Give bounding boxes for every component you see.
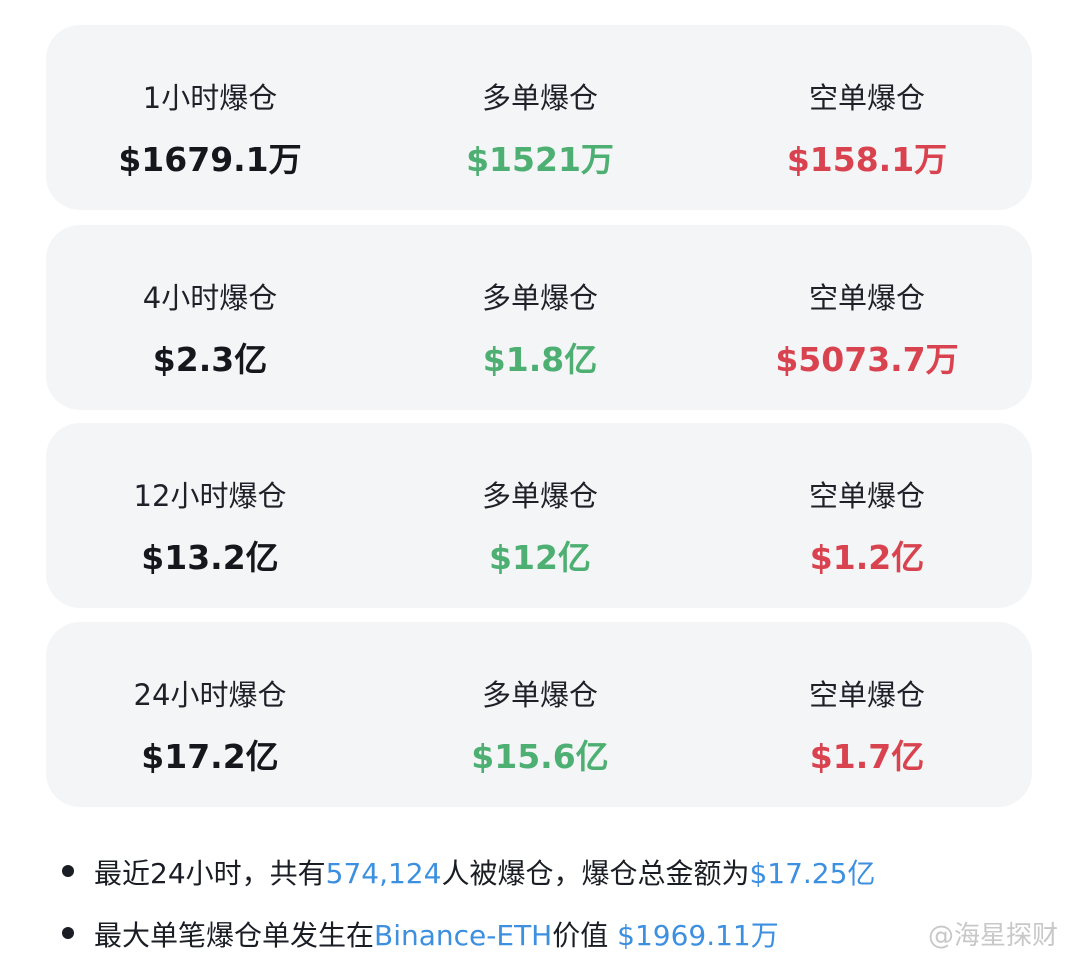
short-liquidation-value: $158.1万: [786, 140, 948, 179]
note-total-liquidations: 最近24小时，共有574,124人被爆仓，爆仓总金额为$17.25亿: [62, 852, 875, 892]
long-liquidation-value: $1.8亿: [482, 340, 598, 379]
period-total-value: $17.2亿: [141, 737, 279, 776]
note-text: 价值: [552, 919, 618, 952]
note-text: 最大单笔爆仓单发生在: [94, 919, 375, 952]
period-total-value: $2.3亿: [152, 340, 268, 379]
liquidation-card: 1小时爆仓 $1679.1万 多单爆仓 $1521万 空单爆仓 $158.1万: [46, 25, 1032, 210]
liquidated-count: 574,124: [325, 857, 442, 890]
period-total-label: 12小时爆仓: [133, 479, 287, 513]
short-liquidation-value: $1.7亿: [809, 737, 925, 776]
note-largest-order: 最大单笔爆仓单发生在Binance-ETH价值 $1969.11万: [62, 914, 779, 954]
long-liquidation-value: $12亿: [489, 538, 591, 577]
period-total-value: $13.2亿: [141, 538, 279, 577]
liquidation-card: 24小时爆仓 $17.2亿 多单爆仓 $15.6亿 空单爆仓 $1.7亿: [46, 622, 1032, 807]
period-total-label: 4小时爆仓: [142, 281, 278, 315]
long-liquidation-label: 多单爆仓: [481, 81, 598, 115]
period-total-value: $1679.1万: [118, 140, 302, 179]
liquidation-card: 4小时爆仓 $2.3亿 多单爆仓 $1.8亿 空单爆仓 $5073.7万: [46, 225, 1032, 410]
liquidation-card: 12小时爆仓 $13.2亿 多单爆仓 $12亿 空单爆仓 $1.2亿: [46, 423, 1032, 608]
long-liquidation-label: 多单爆仓: [481, 281, 598, 315]
bullet-icon: [62, 927, 74, 939]
short-liquidation-label: 空单爆仓: [808, 81, 925, 115]
exchange-pair: Binance-ETH: [374, 919, 553, 952]
total-amount: $17.25亿: [749, 857, 876, 890]
long-liquidation-label: 多单爆仓: [481, 678, 598, 712]
long-liquidation-value: $15.6亿: [471, 737, 609, 776]
long-liquidation-value: $1521万: [466, 140, 614, 179]
bullet-icon: [62, 865, 74, 877]
long-liquidation-label: 多单爆仓: [481, 479, 598, 513]
note-text: 最近24小时，共有: [94, 857, 326, 890]
note-text: 人被爆仓，爆仓总金额为: [441, 857, 750, 890]
period-total-label: 1小时爆仓: [142, 81, 278, 115]
short-liquidation-label: 空单爆仓: [808, 281, 925, 315]
short-liquidation-value: $5073.7万: [775, 340, 959, 379]
watermark: @海星探财: [927, 921, 1058, 951]
short-liquidation-value: $1.2亿: [809, 538, 925, 577]
short-liquidation-label: 空单爆仓: [808, 678, 925, 712]
period-total-label: 24小时爆仓: [133, 678, 287, 712]
short-liquidation-label: 空单爆仓: [808, 479, 925, 513]
largest-amount: $1969.11万: [617, 919, 779, 952]
